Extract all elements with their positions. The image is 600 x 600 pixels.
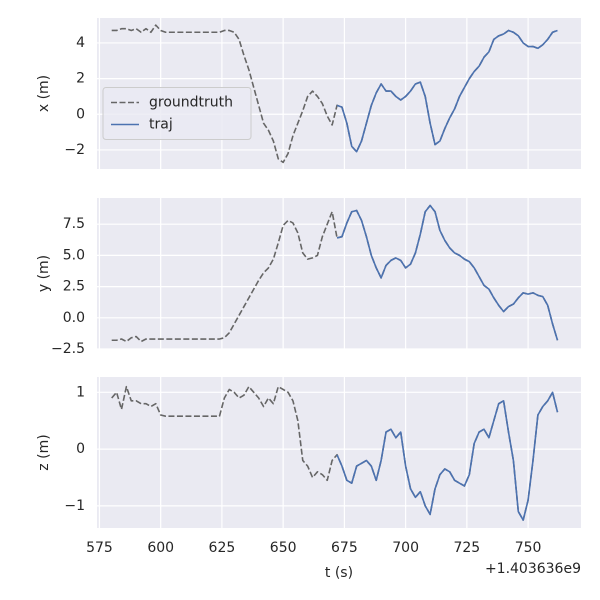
x-tick-label: 650 bbox=[270, 540, 297, 556]
plot-background bbox=[97, 198, 581, 349]
y-tick-label: 0.0 bbox=[63, 310, 85, 326]
x-tick-label: 575 bbox=[86, 540, 113, 556]
legend: groundtruth traj bbox=[102, 87, 252, 140]
data-line bbox=[336, 204, 559, 341]
x-offset-label: +1.403636e9 bbox=[485, 561, 581, 577]
x-tick-label: 600 bbox=[147, 540, 174, 556]
data-line bbox=[336, 391, 559, 521]
y-tick-label: −2.5 bbox=[51, 341, 85, 357]
y-tick-label: 2.5 bbox=[63, 279, 85, 295]
y-tick-label: 5.0 bbox=[63, 247, 85, 263]
y-tick-label: 2 bbox=[76, 71, 85, 87]
data-line bbox=[111, 24, 558, 164]
y-tick-label: −1 bbox=[64, 498, 85, 514]
y-tick-label: 1 bbox=[76, 384, 85, 400]
y-axis-label: x (m) bbox=[36, 75, 52, 112]
y-tick-label: −2 bbox=[64, 142, 85, 158]
y-tick-label: 0 bbox=[76, 441, 85, 457]
legend-label: groundtruth bbox=[149, 95, 233, 111]
legend-box bbox=[102, 87, 252, 140]
x-axis-label: t (s) bbox=[325, 565, 353, 581]
y-tick-label: 4 bbox=[76, 35, 85, 51]
subplot: −2 0 2 4 x (m) groundtruth traj bbox=[36, 18, 581, 169]
subplot: −2.5 0.0 2.5 5.0 7.5 y (m) bbox=[36, 198, 581, 357]
x-tick-label: 725 bbox=[453, 540, 480, 556]
legend-label: traj bbox=[149, 117, 173, 133]
x-tick-label: 675 bbox=[331, 540, 358, 556]
x-tick-label: 625 bbox=[209, 540, 236, 556]
y-tick-label: 0 bbox=[76, 106, 85, 122]
y-axis-label: z (m) bbox=[36, 434, 52, 470]
y-tick-label: 7.5 bbox=[63, 216, 85, 232]
x-tick-label: 750 bbox=[515, 540, 542, 556]
subplot: 575 600 625 650 675 700 725 750 −1 0 1 z (m) t (s) +1… bbox=[36, 377, 581, 581]
data-line bbox=[336, 29, 558, 153]
y-axis-label: y (m) bbox=[36, 255, 52, 292]
x-tick-label: 700 bbox=[392, 540, 419, 556]
